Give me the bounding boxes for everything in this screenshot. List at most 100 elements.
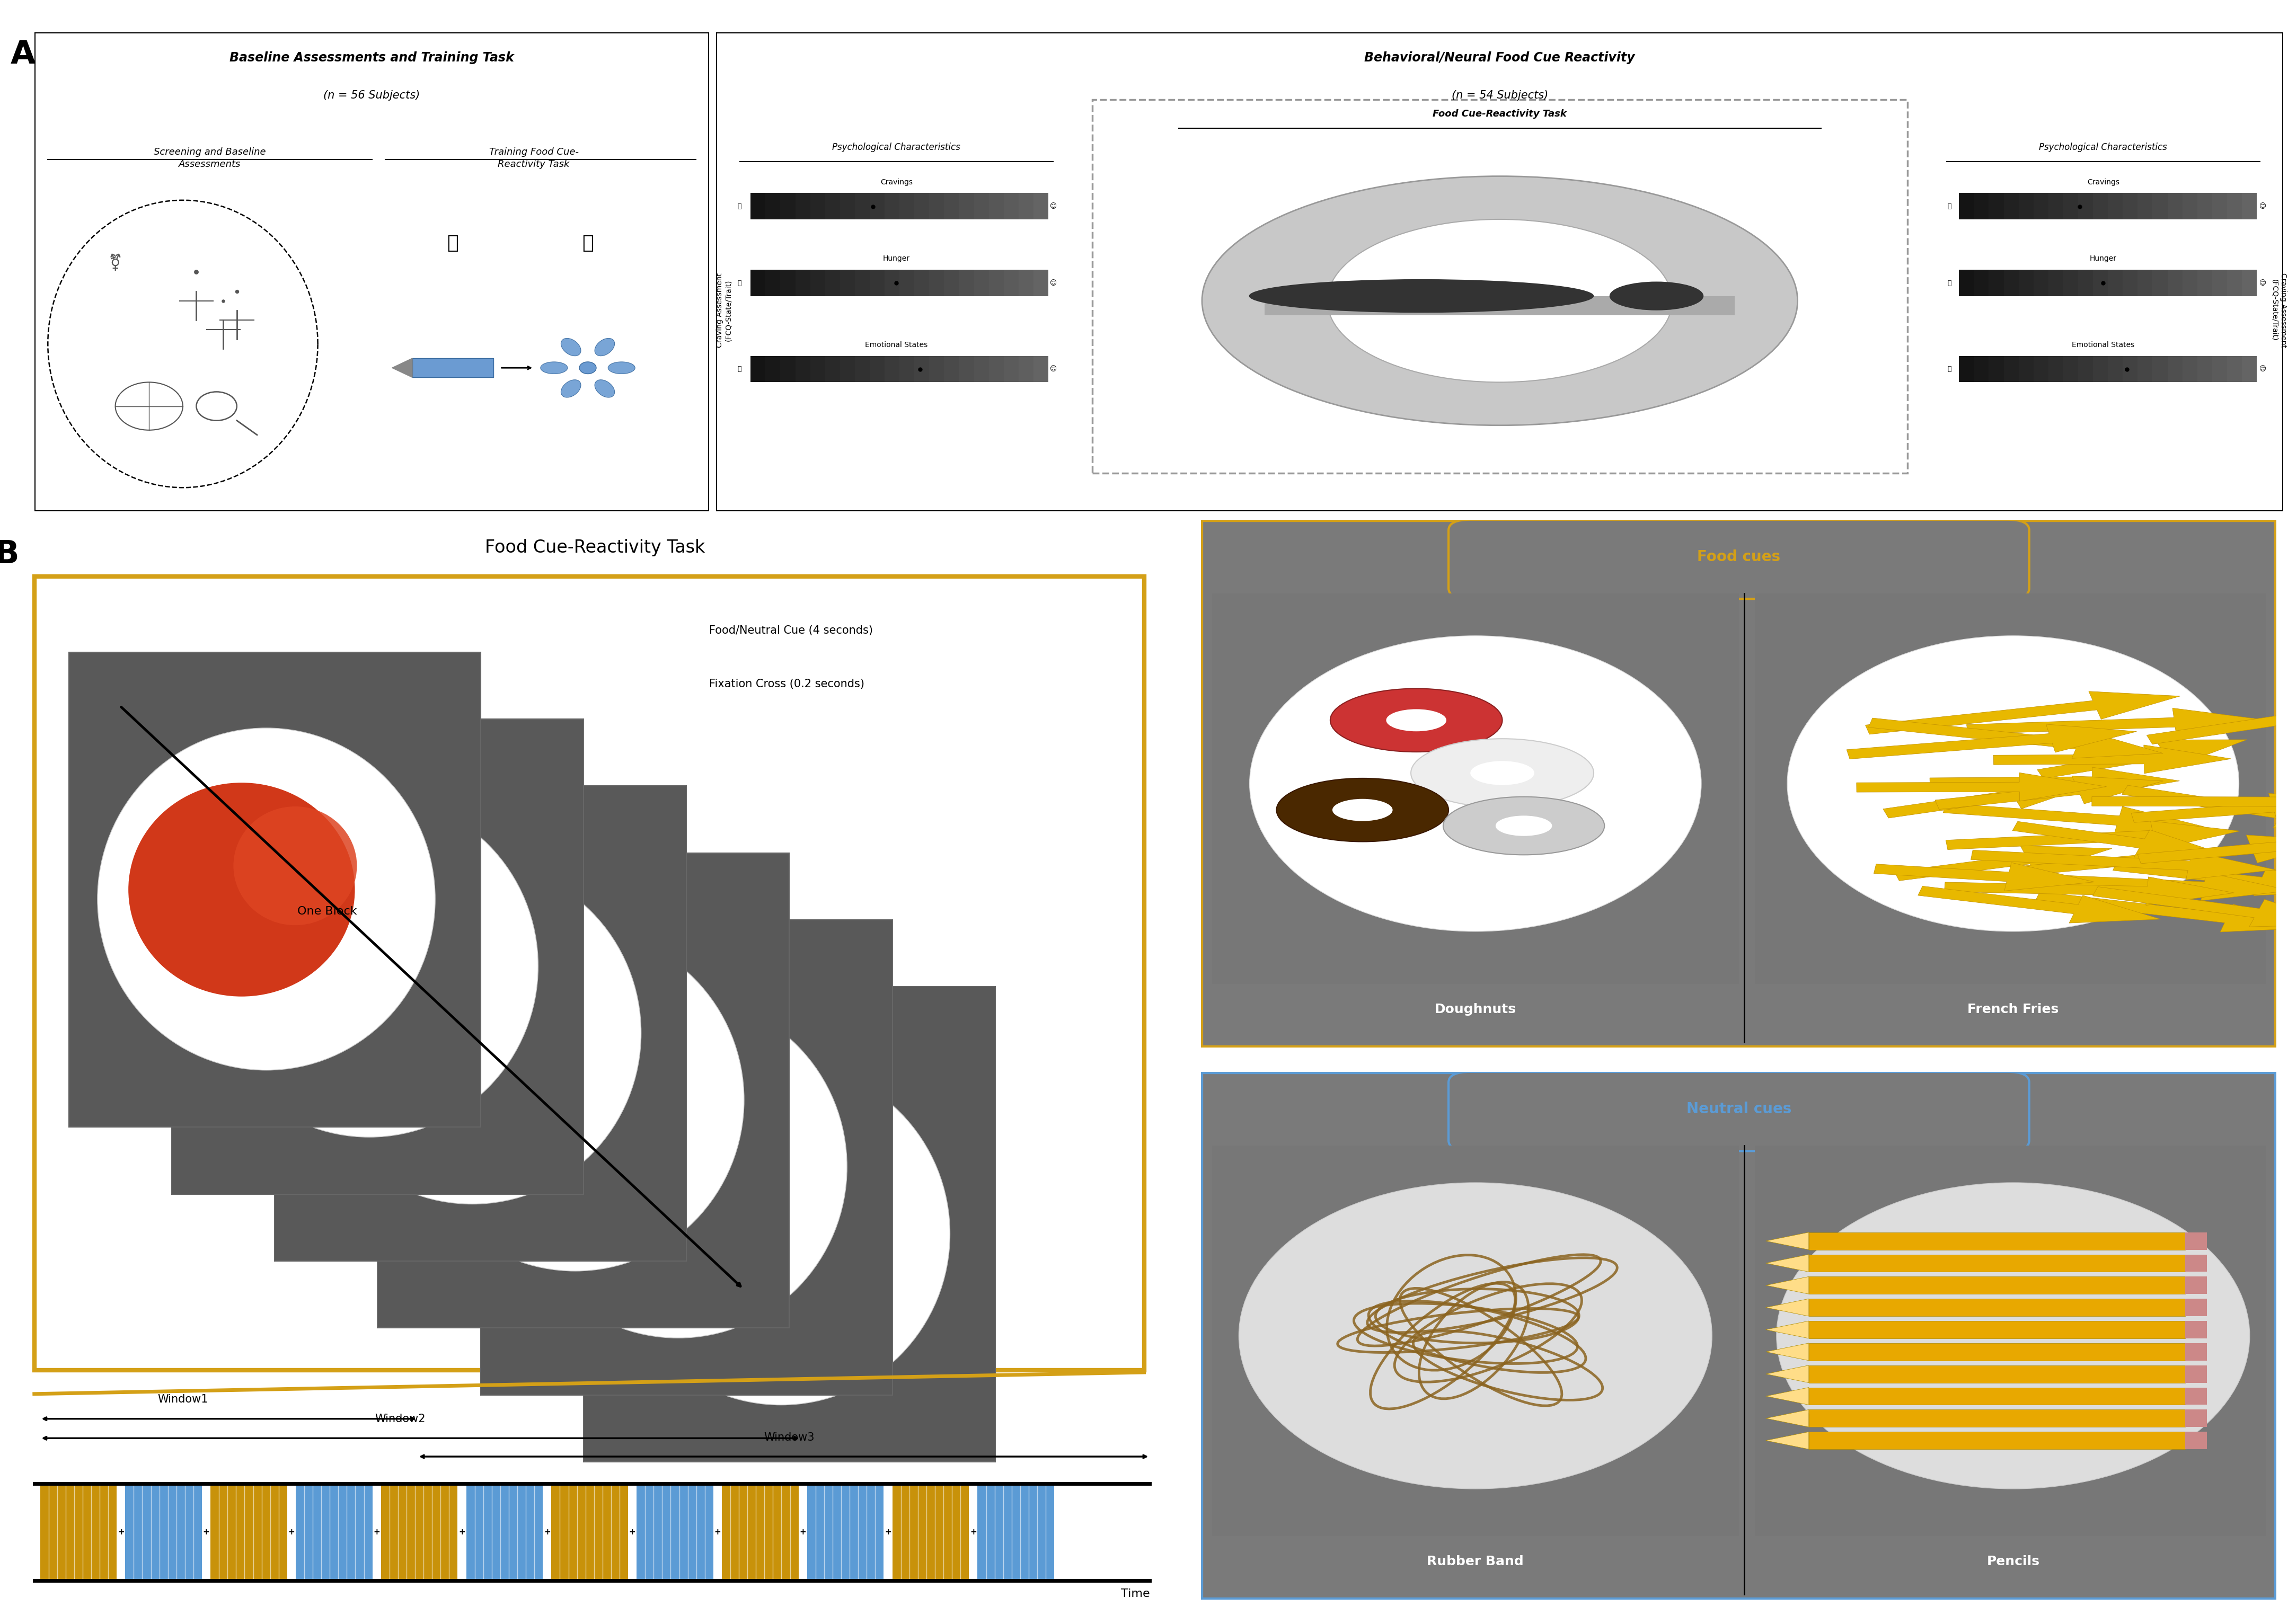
Text: Training Food Cue-
Reactivity Task: Training Food Cue- Reactivity Task bbox=[490, 148, 579, 169]
Polygon shape bbox=[1766, 1366, 1810, 1382]
FancyBboxPatch shape bbox=[1810, 1320, 2185, 1338]
FancyBboxPatch shape bbox=[2034, 270, 2048, 296]
Text: Hunger: Hunger bbox=[883, 255, 911, 263]
Text: 😊: 😊 bbox=[1050, 365, 1057, 374]
FancyBboxPatch shape bbox=[2183, 193, 2196, 219]
Text: Doughnuts: Doughnuts bbox=[1435, 1004, 1517, 1017]
Text: (n = 54 Subjects): (n = 54 Subjects) bbox=[1451, 89, 1549, 101]
Text: Food cues: Food cues bbox=[1698, 549, 1780, 564]
FancyBboxPatch shape bbox=[2196, 270, 2212, 296]
FancyArrow shape bbox=[2137, 830, 2288, 864]
Ellipse shape bbox=[1412, 739, 1595, 807]
FancyBboxPatch shape bbox=[975, 193, 988, 219]
Polygon shape bbox=[1766, 1320, 1810, 1338]
Text: +: + bbox=[545, 1528, 551, 1536]
Text: ⚧: ⚧ bbox=[108, 253, 121, 271]
Text: Pencils: Pencils bbox=[1986, 1556, 2039, 1569]
Ellipse shape bbox=[1201, 175, 1798, 425]
Text: 😊: 😊 bbox=[1050, 203, 1057, 209]
Text: 🙁: 🙁 bbox=[737, 365, 741, 374]
FancyBboxPatch shape bbox=[2048, 356, 2064, 382]
Ellipse shape bbox=[561, 338, 581, 356]
FancyBboxPatch shape bbox=[1975, 356, 1988, 382]
Text: Screening and Baseline
Assessments: Screening and Baseline Assessments bbox=[153, 148, 265, 169]
FancyBboxPatch shape bbox=[2123, 193, 2137, 219]
Ellipse shape bbox=[1787, 637, 2240, 932]
FancyBboxPatch shape bbox=[796, 356, 810, 382]
FancyArrow shape bbox=[1970, 849, 2277, 880]
FancyBboxPatch shape bbox=[808, 1484, 883, 1580]
Text: 😊: 😊 bbox=[1050, 279, 1057, 286]
FancyBboxPatch shape bbox=[1810, 1276, 2185, 1294]
FancyBboxPatch shape bbox=[1975, 270, 1988, 296]
FancyBboxPatch shape bbox=[34, 577, 1144, 1371]
FancyArrow shape bbox=[1936, 776, 2162, 809]
FancyBboxPatch shape bbox=[869, 193, 885, 219]
FancyBboxPatch shape bbox=[892, 1484, 970, 1580]
FancyArrow shape bbox=[1856, 773, 2107, 801]
Ellipse shape bbox=[1608, 281, 1705, 310]
Ellipse shape bbox=[1332, 799, 1393, 822]
FancyBboxPatch shape bbox=[810, 270, 826, 296]
Ellipse shape bbox=[128, 783, 355, 997]
FancyBboxPatch shape bbox=[172, 719, 583, 1194]
FancyBboxPatch shape bbox=[2185, 1432, 2206, 1449]
FancyBboxPatch shape bbox=[856, 270, 869, 296]
Text: (n = 56 Subjects): (n = 56 Subjects) bbox=[323, 89, 421, 101]
FancyBboxPatch shape bbox=[988, 193, 1004, 219]
FancyBboxPatch shape bbox=[210, 1484, 288, 1580]
FancyArrow shape bbox=[2094, 887, 2288, 927]
FancyBboxPatch shape bbox=[1034, 356, 1048, 382]
FancyBboxPatch shape bbox=[1004, 193, 1018, 219]
Polygon shape bbox=[1766, 1387, 1810, 1405]
Ellipse shape bbox=[1387, 710, 1446, 731]
Polygon shape bbox=[391, 359, 412, 377]
Text: A: A bbox=[11, 39, 34, 70]
Ellipse shape bbox=[1496, 815, 1551, 836]
Text: Cravings: Cravings bbox=[881, 179, 913, 185]
Ellipse shape bbox=[231, 849, 458, 1064]
Text: Cravings: Cravings bbox=[2087, 179, 2119, 185]
FancyBboxPatch shape bbox=[2094, 356, 2107, 382]
FancyBboxPatch shape bbox=[480, 919, 892, 1395]
Text: +: + bbox=[885, 1528, 892, 1536]
Ellipse shape bbox=[439, 940, 563, 1059]
Ellipse shape bbox=[1249, 279, 1595, 313]
FancyBboxPatch shape bbox=[2185, 1410, 2206, 1427]
FancyBboxPatch shape bbox=[2226, 356, 2242, 382]
FancyArrow shape bbox=[2121, 786, 2288, 828]
FancyBboxPatch shape bbox=[723, 1484, 799, 1580]
FancyBboxPatch shape bbox=[1959, 356, 1975, 382]
FancyBboxPatch shape bbox=[826, 270, 840, 296]
FancyBboxPatch shape bbox=[899, 356, 915, 382]
Ellipse shape bbox=[336, 874, 460, 992]
FancyBboxPatch shape bbox=[959, 356, 975, 382]
Polygon shape bbox=[1766, 1233, 1810, 1250]
Text: 🍔: 🍔 bbox=[581, 234, 593, 252]
FancyBboxPatch shape bbox=[2226, 193, 2242, 219]
FancyBboxPatch shape bbox=[975, 270, 988, 296]
Text: Psychological Characteristics: Psychological Characteristics bbox=[2039, 143, 2167, 153]
Ellipse shape bbox=[334, 916, 561, 1130]
FancyBboxPatch shape bbox=[915, 356, 929, 382]
Polygon shape bbox=[1766, 1254, 1810, 1272]
FancyBboxPatch shape bbox=[2185, 1276, 2206, 1294]
FancyBboxPatch shape bbox=[1265, 296, 1734, 315]
Polygon shape bbox=[1766, 1432, 1810, 1449]
FancyBboxPatch shape bbox=[583, 987, 995, 1462]
Ellipse shape bbox=[579, 362, 597, 374]
FancyBboxPatch shape bbox=[1810, 1432, 2185, 1449]
FancyBboxPatch shape bbox=[1959, 270, 2256, 296]
FancyBboxPatch shape bbox=[34, 32, 709, 512]
FancyBboxPatch shape bbox=[1034, 193, 1048, 219]
FancyBboxPatch shape bbox=[1018, 356, 1034, 382]
FancyBboxPatch shape bbox=[826, 193, 840, 219]
FancyBboxPatch shape bbox=[750, 193, 1048, 219]
Text: Rubber Band: Rubber Band bbox=[1428, 1556, 1524, 1569]
Text: Neutral cues: Neutral cues bbox=[1686, 1101, 1792, 1116]
Text: Hunger: Hunger bbox=[2089, 255, 2116, 263]
Ellipse shape bbox=[1329, 689, 1503, 752]
FancyBboxPatch shape bbox=[929, 356, 945, 382]
Text: 🌭: 🌭 bbox=[446, 234, 458, 252]
FancyBboxPatch shape bbox=[869, 356, 885, 382]
